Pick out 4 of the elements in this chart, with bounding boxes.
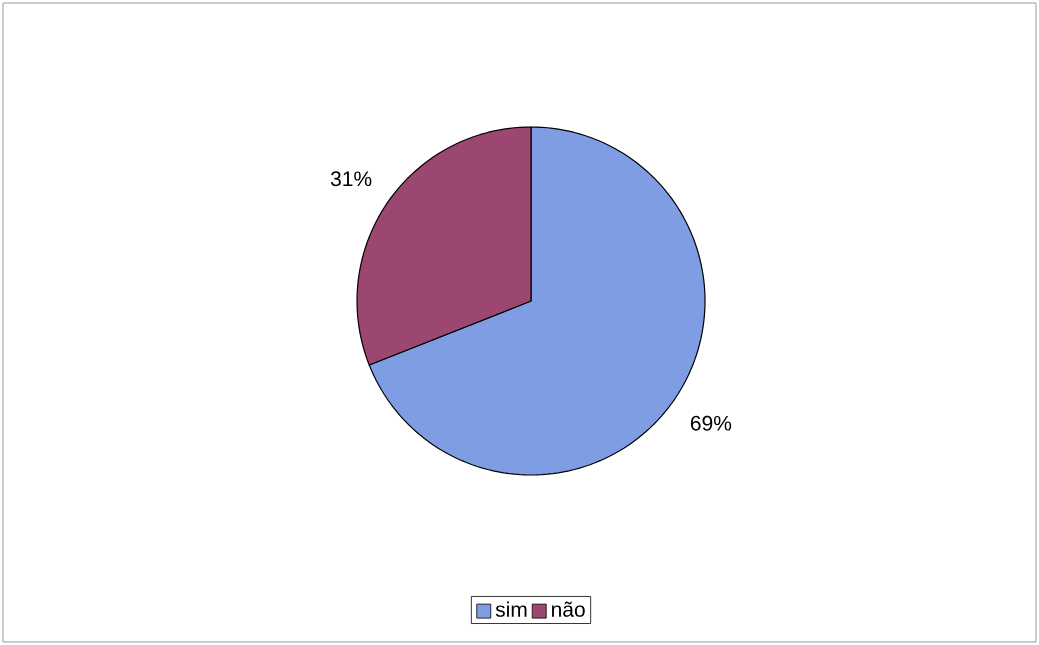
legend-label: sim — [495, 601, 527, 617]
data-label: 69% — [690, 415, 732, 431]
legend-label: não — [552, 601, 585, 617]
data-label: 31% — [330, 171, 372, 187]
